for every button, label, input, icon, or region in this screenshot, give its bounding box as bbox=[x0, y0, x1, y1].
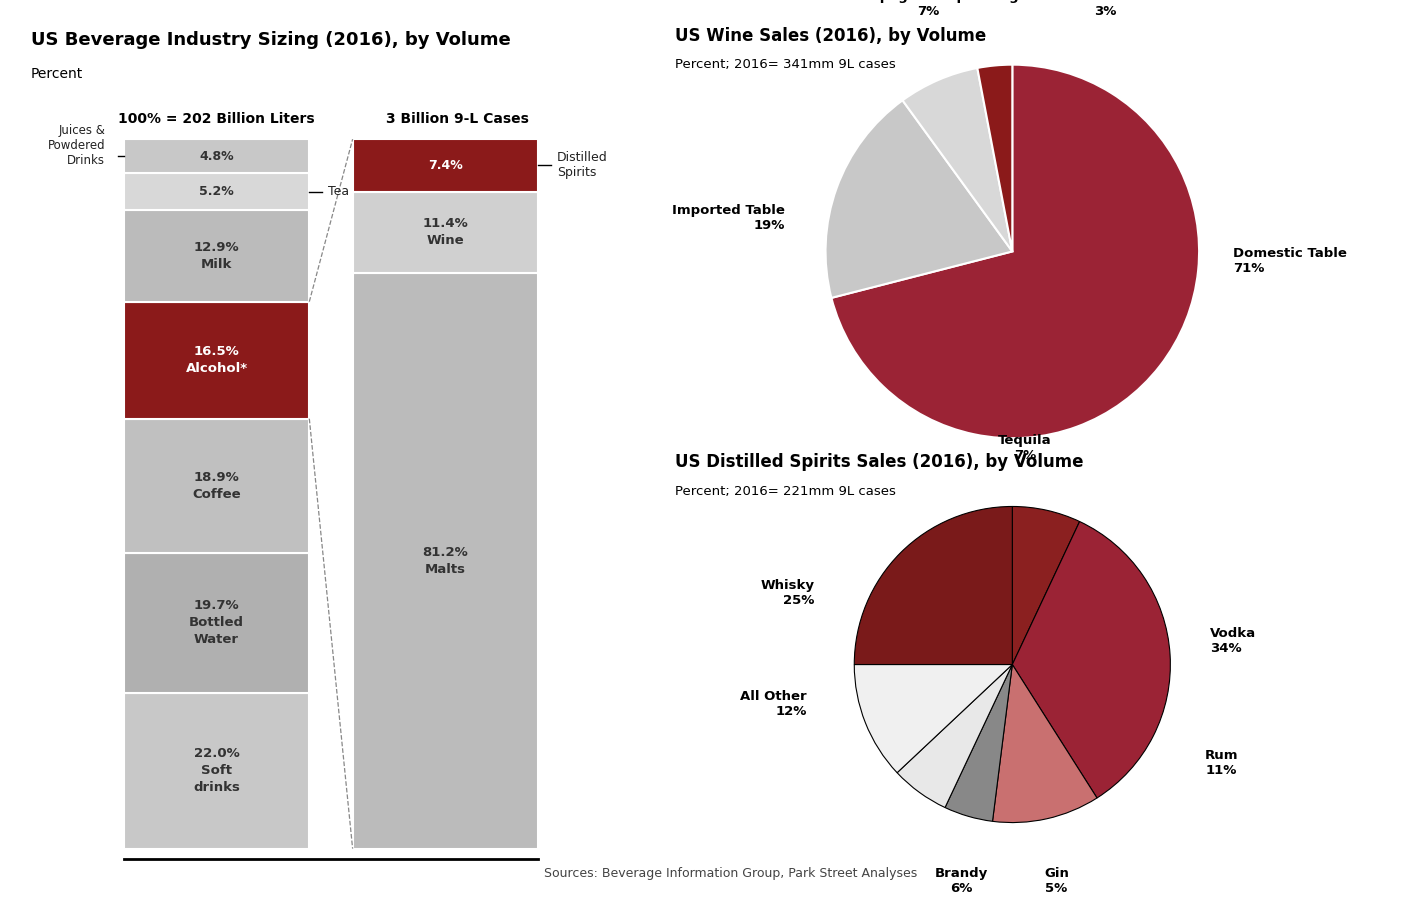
Text: US Beverage Industry Sizing (2016), by Volume: US Beverage Industry Sizing (2016), by V… bbox=[31, 31, 510, 49]
Wedge shape bbox=[855, 665, 1012, 772]
Text: Vodka
34%: Vodka 34% bbox=[1211, 627, 1256, 655]
FancyBboxPatch shape bbox=[124, 302, 309, 418]
Text: Tequila
7%: Tequila 7% bbox=[998, 435, 1052, 462]
Text: Champagne & Sparkling
7%: Champagne & Sparkling 7% bbox=[838, 0, 1018, 18]
FancyBboxPatch shape bbox=[124, 418, 309, 553]
Text: Whisky
25%: Whisky 25% bbox=[761, 579, 814, 607]
Wedge shape bbox=[1012, 506, 1080, 665]
FancyBboxPatch shape bbox=[353, 273, 538, 849]
Text: Brandy
6%: Brandy 6% bbox=[935, 867, 988, 894]
Text: 11.4%
Wine: 11.4% Wine bbox=[423, 217, 468, 247]
FancyBboxPatch shape bbox=[353, 139, 538, 191]
Wedge shape bbox=[945, 665, 1012, 822]
Text: Imported Table
19%: Imported Table 19% bbox=[672, 204, 785, 232]
Text: Gin
5%: Gin 5% bbox=[1045, 867, 1069, 894]
FancyBboxPatch shape bbox=[124, 692, 309, 849]
Text: All Other
12%: All Other 12% bbox=[740, 690, 807, 718]
Text: 81.2%
Malts: 81.2% Malts bbox=[423, 546, 468, 576]
FancyBboxPatch shape bbox=[353, 191, 538, 273]
Text: Tea: Tea bbox=[328, 185, 349, 198]
Text: 100% = 202 Billion Liters: 100% = 202 Billion Liters bbox=[118, 112, 315, 127]
Text: 22.0%
Soft
drinks: 22.0% Soft drinks bbox=[193, 747, 240, 794]
Text: Distilled
Spirits: Distilled Spirits bbox=[557, 152, 607, 180]
Text: All Other
3%: All Other 3% bbox=[1073, 0, 1139, 18]
Text: 3 Billion 9-L Cases: 3 Billion 9-L Cases bbox=[387, 112, 529, 127]
Text: US Wine Sales (2016), by Volume: US Wine Sales (2016), by Volume bbox=[675, 27, 986, 45]
Text: Sources: Beverage Information Group, Park Street Analyses: Sources: Beverage Information Group, Par… bbox=[544, 867, 918, 880]
Text: Domestic Table
71%: Domestic Table 71% bbox=[1233, 247, 1347, 275]
FancyBboxPatch shape bbox=[124, 210, 309, 302]
Wedge shape bbox=[977, 65, 1012, 251]
Wedge shape bbox=[855, 506, 1012, 665]
Text: 18.9%
Coffee: 18.9% Coffee bbox=[193, 471, 240, 501]
Text: 7.4%: 7.4% bbox=[427, 159, 463, 172]
Wedge shape bbox=[1012, 522, 1170, 798]
Wedge shape bbox=[993, 665, 1097, 823]
Wedge shape bbox=[825, 101, 1012, 298]
Text: Percent: Percent bbox=[31, 67, 83, 82]
Wedge shape bbox=[903, 68, 1012, 251]
Text: 4.8%: 4.8% bbox=[200, 150, 233, 163]
FancyBboxPatch shape bbox=[124, 139, 309, 173]
Text: 5.2%: 5.2% bbox=[200, 185, 233, 198]
Text: 12.9%
Milk: 12.9% Milk bbox=[194, 241, 239, 271]
Text: Percent; 2016= 221mm 9L cases: Percent; 2016= 221mm 9L cases bbox=[675, 485, 896, 497]
Text: 16.5%
Alcohol*: 16.5% Alcohol* bbox=[186, 345, 247, 375]
Wedge shape bbox=[831, 65, 1199, 438]
Text: US Distilled Spirits Sales (2016), by Volume: US Distilled Spirits Sales (2016), by Vo… bbox=[675, 453, 1084, 471]
Text: Juices &
Powdered
Drinks: Juices & Powdered Drinks bbox=[48, 124, 105, 167]
Text: Rum
11%: Rum 11% bbox=[1205, 749, 1239, 777]
Text: 19.7%
Bottled
Water: 19.7% Bottled Water bbox=[188, 599, 245, 647]
Wedge shape bbox=[897, 665, 1012, 807]
FancyBboxPatch shape bbox=[124, 173, 309, 210]
Text: Percent; 2016= 341mm 9L cases: Percent; 2016= 341mm 9L cases bbox=[675, 58, 896, 71]
FancyBboxPatch shape bbox=[124, 553, 309, 692]
